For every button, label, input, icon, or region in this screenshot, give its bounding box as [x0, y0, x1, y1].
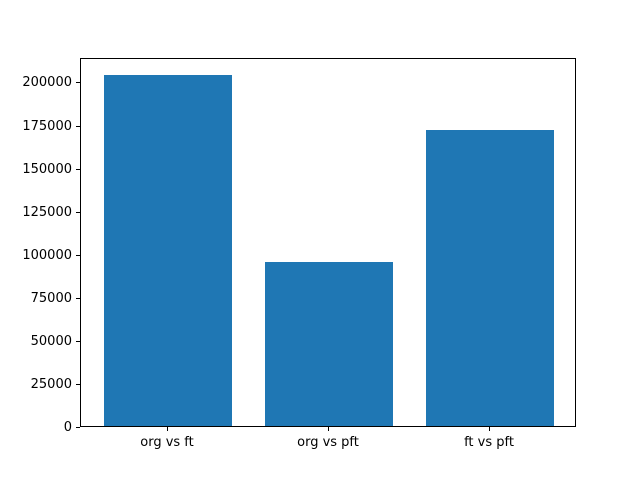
y-axis-tick-label: 75000 [30, 291, 72, 306]
y-axis-tick-label: 25000 [30, 377, 72, 392]
x-axis-tick-mark [489, 427, 490, 431]
x-axis-category-label: org vs ft [140, 435, 194, 450]
x-axis-category-label: ft vs pft [464, 435, 514, 450]
y-axis-tick-mark [76, 126, 80, 127]
plot-area [80, 58, 576, 427]
y-axis-tick-label: 175000 [22, 119, 72, 134]
y-axis-tick-mark [76, 427, 80, 428]
x-axis-tick-mark [167, 427, 168, 431]
x-axis-category-label: org vs pft [297, 435, 359, 450]
y-axis-tick-mark [76, 255, 80, 256]
y-axis-tick-mark [76, 298, 80, 299]
y-axis-tick-label: 200000 [22, 75, 72, 90]
y-axis-tick-mark [76, 169, 80, 170]
y-axis-tick-label: 100000 [22, 248, 72, 263]
y-axis-tick-label: 125000 [22, 205, 72, 220]
y-axis-tick-mark [76, 341, 80, 342]
bar-org-vs-pft [264, 262, 394, 426]
y-axis-tick-label: 150000 [22, 162, 72, 177]
y-axis-tick-label: 50000 [30, 334, 72, 349]
bar-ft-vs-pft [425, 129, 555, 426]
y-axis-tick-mark [76, 82, 80, 83]
x-axis-tick-mark [328, 427, 329, 431]
y-axis-tick-mark [76, 384, 80, 385]
bar-org-vs-ft [103, 74, 233, 426]
y-axis-tick-mark [76, 212, 80, 213]
y-axis-tick-label: 0 [63, 420, 72, 435]
